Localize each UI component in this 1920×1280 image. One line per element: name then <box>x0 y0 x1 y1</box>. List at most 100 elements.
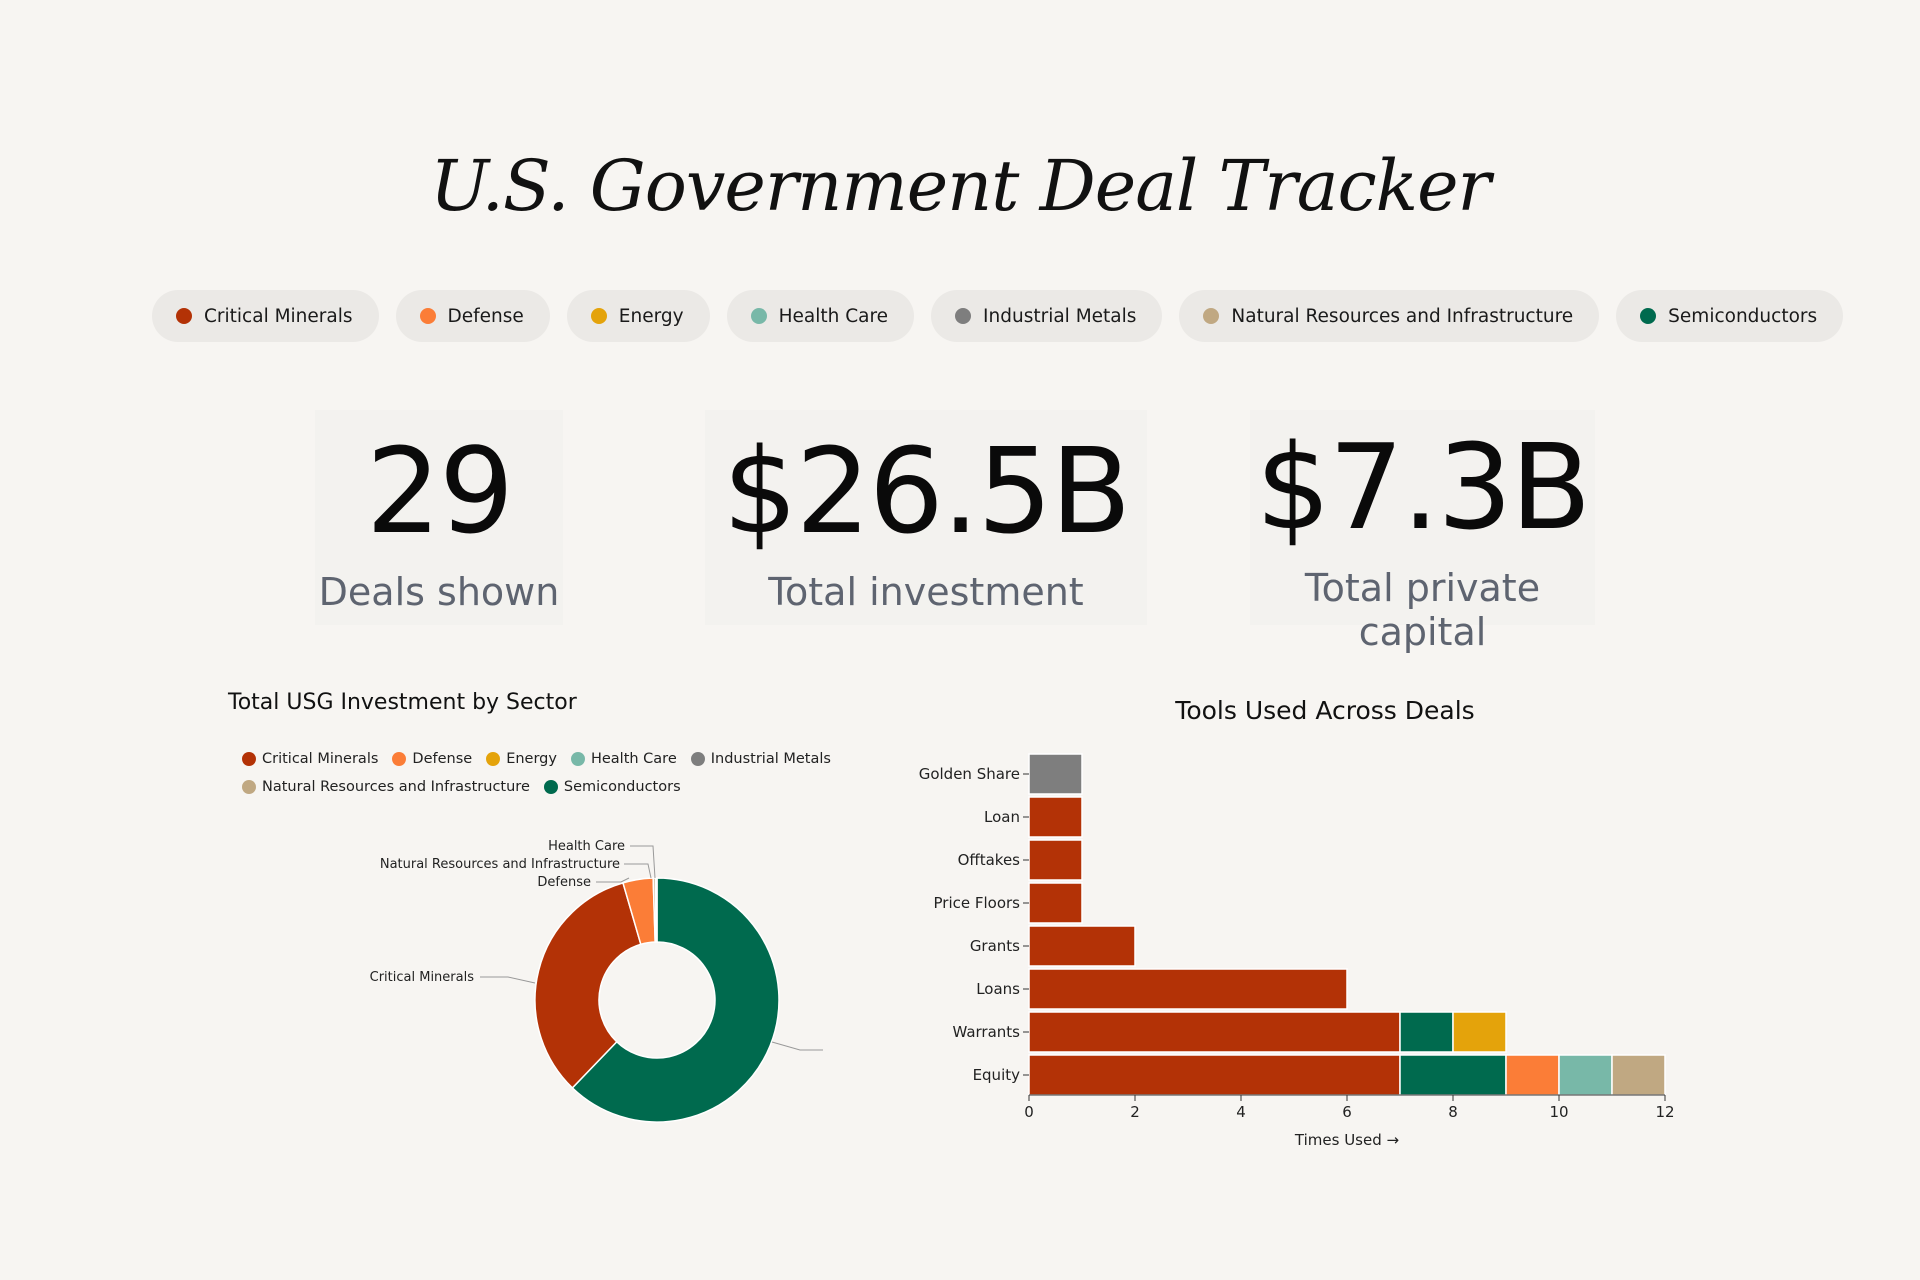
leader-line <box>771 1041 823 1051</box>
bar-segment[interactable] <box>1028 839 1083 881</box>
callout-label: Natural Resources and Infrastructure <box>380 857 620 872</box>
bar-segment[interactable] <box>1558 1054 1613 1096</box>
legend-label: Health Care <box>590 751 677 767</box>
stat-card-investment: $26.5B Total investment <box>705 410 1147 625</box>
filter-label: Semiconductors <box>1668 305 1818 327</box>
bar-segment[interactable] <box>1505 1054 1560 1096</box>
x-tick-label: 12 <box>1655 1103 1674 1121</box>
x-tick-label: 0 <box>1024 1103 1034 1121</box>
filter-semiconductors[interactable]: Semiconductors <box>1616 290 1844 342</box>
energy-dot-icon <box>590 308 607 324</box>
x-tick-label: 2 <box>1130 1103 1140 1121</box>
tools-chart-title: Tools Used Across Deals <box>1175 696 1475 725</box>
y-tick-label: Grants <box>970 937 1020 955</box>
filter-industrial-metals[interactable]: Industrial Metals <box>931 290 1163 342</box>
callout-line <box>630 845 656 879</box>
legend-label: Industrial Metals <box>710 751 831 767</box>
donut-slice-health-care[interactable] <box>654 877 658 943</box>
filter-natural-resources[interactable]: Natural Resources and Infrastructure <box>1179 290 1600 342</box>
legend-dot-icon <box>570 752 585 766</box>
filter-label: Critical Minerals <box>204 305 353 327</box>
legend-label: Energy <box>506 751 557 767</box>
legend-dot-icon <box>392 752 407 766</box>
legend-label: Critical Minerals <box>262 751 379 767</box>
legend-dot-icon <box>543 780 558 794</box>
legend-dot-icon <box>242 780 256 794</box>
legend-item: Industrial Metals <box>690 748 831 770</box>
bar-segment[interactable] <box>1028 882 1083 924</box>
legend-item: Energy <box>486 748 557 770</box>
donut-slice-critical-minerals[interactable] <box>534 881 642 1089</box>
bar-segment[interactable] <box>1399 1054 1507 1096</box>
bar-segment[interactable] <box>1028 1011 1401 1053</box>
legend-dot-icon <box>242 752 256 766</box>
y-tick-label: Price Floors <box>934 894 1021 912</box>
page-title: U.S. Government Deal Tracker <box>430 145 1491 227</box>
legend-item: Semiconductors <box>543 776 681 798</box>
stat-label: Total investment <box>768 570 1084 614</box>
filter-label: Natural Resources and Infrastructure <box>1231 305 1574 327</box>
y-tick-label: Warrants <box>952 1023 1020 1041</box>
bar-segment[interactable] <box>1399 1011 1454 1053</box>
x-tick-label: 6 <box>1342 1103 1352 1121</box>
stat-card-private-capital: $7.3B Total private capital <box>1250 410 1595 654</box>
sector-donut-chart: Health Care Natural Resources and Infrast… <box>370 839 823 1123</box>
defense-dot-icon <box>419 308 436 324</box>
x-tick-label: 4 <box>1236 1103 1246 1121</box>
legend-item: Health Care <box>570 748 677 770</box>
semiconductors-dot-icon <box>1640 308 1657 324</box>
stat-label: Deals shown <box>318 570 560 614</box>
filter-health-care[interactable]: Health Care <box>726 290 915 342</box>
stat-card-deals: 29 Deals shown <box>315 410 563 625</box>
stat-value: 29 <box>365 422 514 560</box>
industrial-metals-dot-icon <box>955 308 972 324</box>
callout-line <box>480 976 536 984</box>
legend-dot-icon <box>486 752 501 766</box>
bar-segment[interactable] <box>1028 925 1136 967</box>
legend-item: Critical Minerals <box>242 748 378 770</box>
legend-label: Natural Resources and Infrastructure <box>262 779 530 795</box>
tools-bar-chart: Golden Share Loan Offtakes Price Floors Gran… <box>919 753 1675 1149</box>
filter-defense[interactable]: Defense <box>395 290 550 342</box>
bar-segment[interactable] <box>1028 753 1083 795</box>
sector-chart-legend: Critical Minerals Defense Energy Health … <box>242 748 842 798</box>
callout-line <box>596 877 630 883</box>
x-tick-label: 10 <box>1549 1103 1568 1121</box>
y-tick-label: Equity <box>973 1066 1021 1084</box>
donut-slice-semiconductors[interactable] <box>571 877 780 1123</box>
stat-label: Total private capital <box>1304 566 1541 654</box>
health-care-dot-icon <box>750 308 767 324</box>
bar-segment[interactable] <box>1452 1011 1507 1053</box>
y-tick-label: Loans <box>976 980 1020 998</box>
callout-label: Critical Minerals <box>370 970 475 985</box>
filter-label: Industrial Metals <box>983 305 1137 327</box>
filter-label: Energy <box>618 305 684 327</box>
filter-critical-minerals[interactable]: Critical Minerals <box>152 290 379 342</box>
critical-minerals-dot-icon <box>176 308 192 324</box>
stat-value: $26.5B <box>722 422 1132 560</box>
callout-line <box>624 863 652 879</box>
filter-energy[interactable]: Energy <box>566 290 710 342</box>
bar-segment[interactable] <box>1028 796 1083 838</box>
y-tick-label: Offtakes <box>958 851 1021 869</box>
legend-label: Defense <box>412 751 473 767</box>
bar-segment[interactable] <box>1028 1054 1401 1096</box>
sector-filter-bar: Critical Minerals Defense Energy Health … <box>152 290 1844 342</box>
legend-dot-icon <box>690 752 705 766</box>
natural-resources-dot-icon <box>1203 308 1220 324</box>
stat-value: $7.3B <box>1255 418 1592 556</box>
sector-chart-title: Total USG Investment by Sector <box>228 690 577 715</box>
x-tick-label: 8 <box>1448 1103 1458 1121</box>
legend-item: Natural Resources and Infrastructure <box>242 776 530 798</box>
filter-label: Defense <box>447 305 524 327</box>
bar-segment[interactable] <box>1028 968 1348 1010</box>
y-tick-label: Golden Share <box>919 765 1020 783</box>
callout-label: Health Care <box>548 839 625 854</box>
x-axis-label: Times Used → <box>1294 1131 1399 1149</box>
legend-label: Semiconductors <box>563 779 681 795</box>
callout-label: Defense <box>537 875 591 890</box>
legend-item: Defense <box>392 748 472 770</box>
bar-segment[interactable] <box>1611 1054 1666 1096</box>
filter-label: Health Care <box>778 305 889 327</box>
y-tick-label: Loan <box>984 808 1020 826</box>
